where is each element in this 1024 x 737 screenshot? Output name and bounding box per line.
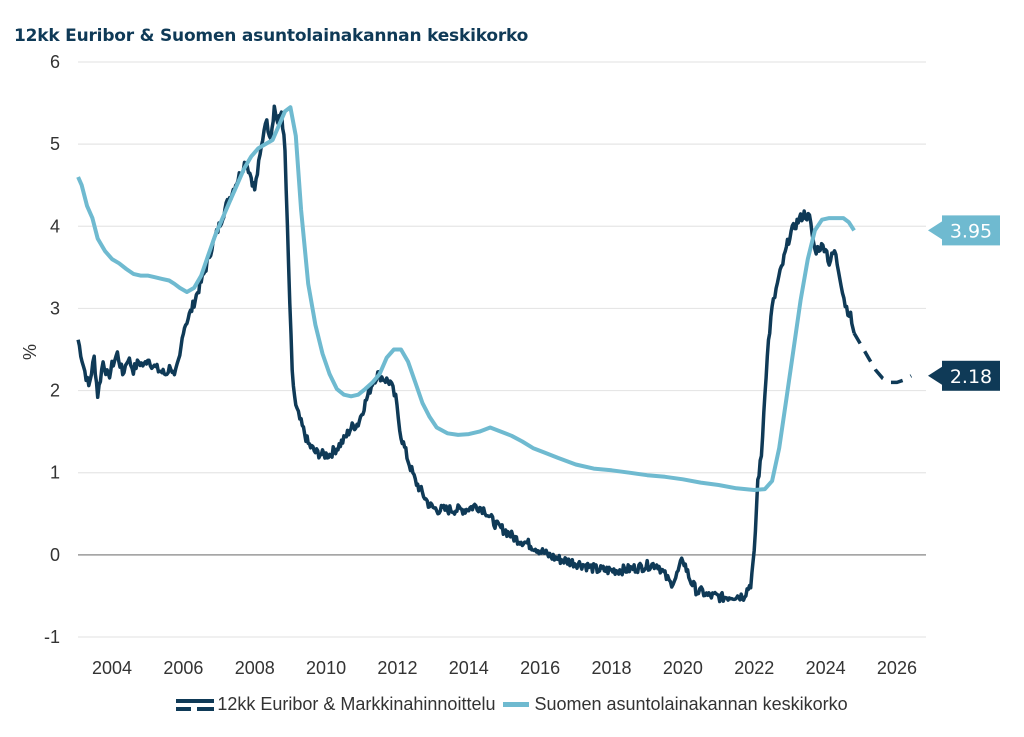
x-tick-label: 2014 <box>449 658 489 678</box>
value-callouts: 3.95 2.18 <box>928 215 1000 391</box>
series-line-0 <box>76 104 856 604</box>
y-tick-label: 4 <box>50 216 60 236</box>
y-tick-label: 2 <box>50 381 60 401</box>
y-tick-label: -1 <box>44 627 60 647</box>
series-line-1 <box>852 332 913 385</box>
callout-arrow-icon <box>928 221 942 240</box>
callout-value: 3.95 <box>950 220 992 242</box>
gridlines <box>78 61 926 638</box>
y-tick-label: 0 <box>50 545 60 565</box>
series-line-2 <box>76 105 856 492</box>
series-lines <box>76 104 913 604</box>
callout-value: 2.18 <box>950 366 992 388</box>
x-tick-label: 2018 <box>591 658 631 678</box>
x-tick-label: 2026 <box>877 658 917 678</box>
legend-item-mortgage-rate: Suomen asuntolainakannan keskikorko <box>503 694 848 715</box>
y-tick-label: 3 <box>50 298 60 318</box>
legend-item-euribor: 12kk Euribor & Markkinahinnoittelu <box>176 694 495 715</box>
x-tick-label: 2004 <box>92 658 132 678</box>
x-tick-label: 2012 <box>377 658 417 678</box>
callout-3.95: 3.95 <box>928 215 1000 246</box>
legend-label-mortgage-rate: Suomen asuntolainakannan keskikorko <box>534 694 848 714</box>
y-axis-ticks: 6 5 4 3 2 1 0 -1 <box>44 52 60 647</box>
y-axis-label: % <box>20 344 40 360</box>
solid-line-swatch-icon <box>503 702 530 707</box>
dashed-line-swatch-icon <box>176 698 215 712</box>
callout-box <box>942 215 1000 246</box>
x-axis-ticks: 2004 2006 2008 2010 2012 2014 2016 2018 2020 2022… <box>92 658 917 678</box>
x-tick-label: 2022 <box>734 658 774 678</box>
legend: 12kk Euribor & Markkinahinnoittelu Suome… <box>0 694 1024 715</box>
callout-arrow-icon <box>928 366 942 385</box>
chart-title: 12kk Euribor & Suomen asuntolainakannan … <box>14 26 529 46</box>
x-tick-label: 2024 <box>806 658 846 678</box>
y-tick-label: 6 <box>50 52 60 72</box>
callout-2.18: 2.18 <box>928 360 1000 391</box>
x-tick-label: 2010 <box>306 658 346 678</box>
x-tick-label: 2006 <box>163 658 203 678</box>
callout-box <box>942 360 1000 391</box>
x-tick-label: 2016 <box>520 658 560 678</box>
y-tick-label: 5 <box>50 134 60 154</box>
x-tick-label: 2020 <box>663 658 703 678</box>
y-tick-label: 1 <box>50 463 60 483</box>
x-tick-label: 2008 <box>235 658 275 678</box>
legend-label-euribor: 12kk Euribor & Markkinahinnoittelu <box>217 694 496 714</box>
